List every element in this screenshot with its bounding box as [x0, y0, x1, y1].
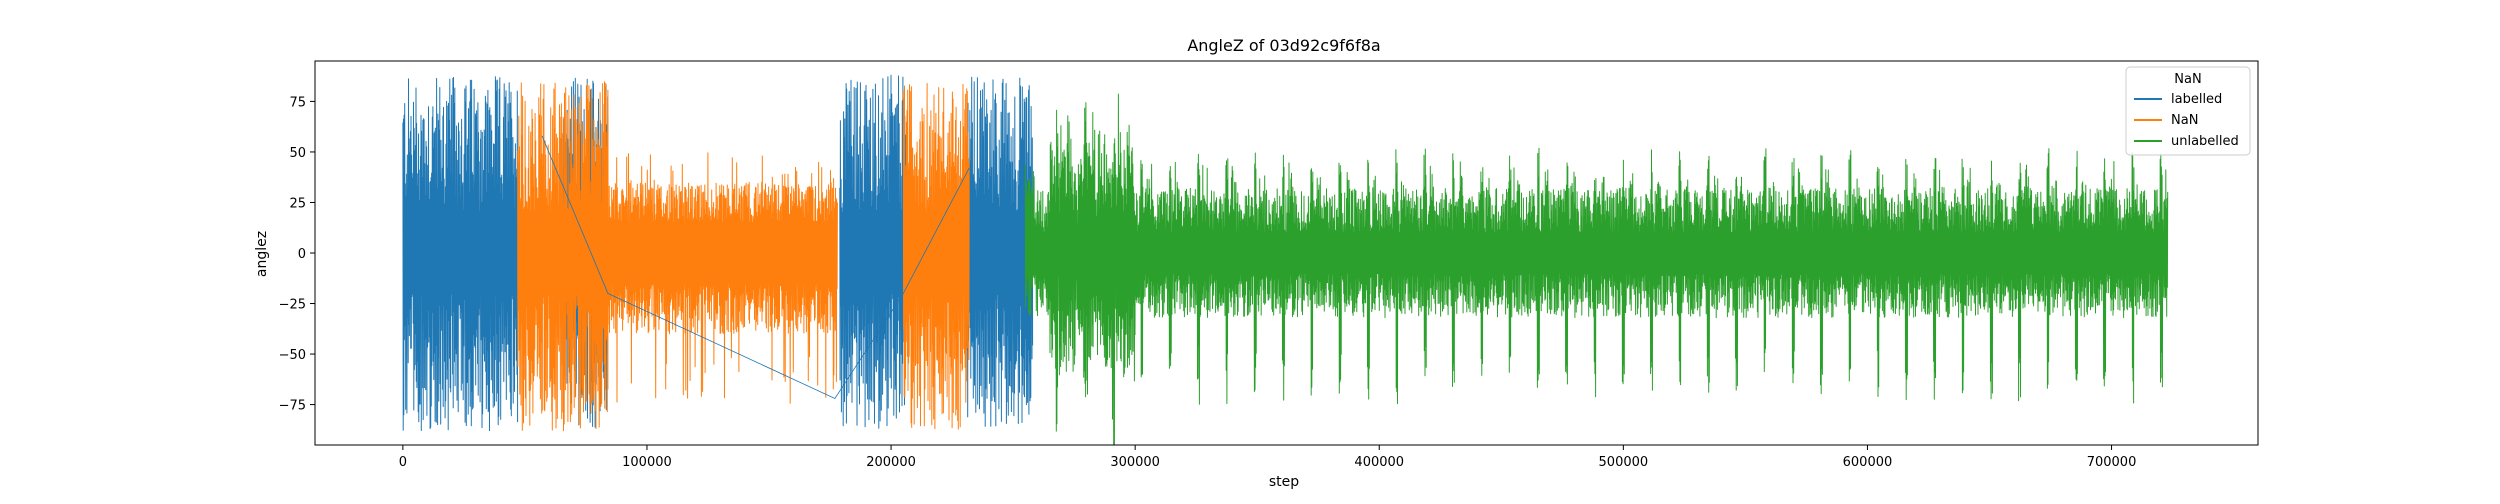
- y-tick-label: 50: [289, 146, 306, 161]
- y-tick-label: −25: [279, 298, 306, 313]
- legend: NaN labelled NaN unlabelled: [2125, 66, 2251, 156]
- series-nan: [517, 81, 970, 432]
- series-segment: [517, 81, 609, 432]
- x-axis: 0 100000 200000 300000 400000 500000 600000 700…: [399, 445, 2137, 470]
- x-tick-label: 300000: [1110, 455, 1160, 470]
- legend-label: labelled: [2171, 92, 2222, 107]
- chart-title: AngleZ of 03d92c9f6f8a: [1187, 36, 1380, 55]
- y-tick-label: 0: [298, 247, 306, 262]
- series-segment: [607, 89, 838, 404]
- series-segment: [966, 76, 1034, 427]
- legend-box: [2125, 66, 2251, 156]
- y-tick-label: −75: [279, 399, 306, 414]
- x-tick-label: 200000: [866, 455, 916, 470]
- connector-line: [541, 135, 970, 400]
- plot-area: 0 100000 200000 300000 400000 500000 600000 700…: [279, 60, 2259, 470]
- y-tick-label: −50: [279, 348, 306, 363]
- legend-label: unlabelled: [2171, 134, 2239, 149]
- x-axis-label: step: [1269, 474, 1299, 490]
- x-tick-label: 700000: [2087, 455, 2137, 470]
- x-tick-label: 500000: [1599, 455, 1649, 470]
- series-segment: [902, 83, 938, 430]
- x-tick-label: 600000: [1843, 455, 1893, 470]
- y-tick-label: 75: [289, 95, 306, 110]
- series-segment: [839, 74, 907, 429]
- legend-title: NaN: [2174, 72, 2201, 87]
- traces: [402, 74, 2169, 445]
- y-tick-label: 25: [289, 196, 306, 211]
- legend-label: NaN: [2171, 113, 2198, 128]
- series-segment: [1024, 93, 2169, 445]
- x-tick-label: 100000: [622, 455, 672, 470]
- y-axis-label: anglez: [254, 231, 270, 277]
- y-axis: −75 −50 −25 0 25 50 75: [279, 95, 315, 414]
- series-unlabelled: [1024, 93, 2169, 445]
- x-tick-label: 400000: [1354, 455, 1404, 470]
- series-segment: [402, 76, 519, 432]
- series-segment: [936, 83, 970, 430]
- x-tick-label: 0: [399, 455, 407, 470]
